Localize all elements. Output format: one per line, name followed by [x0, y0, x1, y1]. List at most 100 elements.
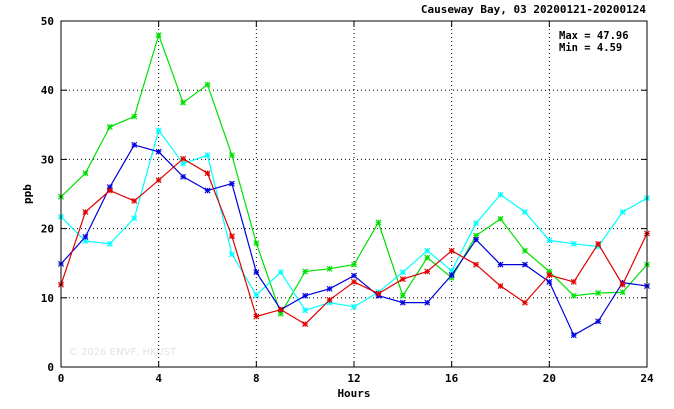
- data-point: [497, 215, 504, 222]
- data-point: [448, 271, 455, 278]
- data-point: [253, 269, 260, 276]
- data-point: [155, 177, 162, 184]
- data-point: [302, 307, 309, 314]
- data-point: [155, 127, 162, 134]
- data-point: [375, 290, 382, 297]
- data-point: [521, 209, 528, 215]
- y-axis-label: ppb: [21, 184, 34, 204]
- data-point: [570, 292, 577, 299]
- y-tick-label: 30: [41, 153, 54, 166]
- data-point: [277, 269, 284, 276]
- data-point: [595, 318, 602, 325]
- data-point: [619, 209, 626, 215]
- max-label: Max = 47.96: [559, 30, 629, 42]
- data-point: [351, 278, 357, 285]
- data-point: [424, 254, 431, 261]
- data-point: [570, 332, 577, 339]
- data-point: [302, 268, 309, 275]
- data-point: [131, 197, 138, 204]
- series-line: [60, 33, 648, 316]
- data-point: [180, 160, 187, 167]
- data-point: [326, 265, 333, 272]
- data-point: [399, 269, 406, 276]
- data-point: [106, 123, 113, 130]
- data-point: [180, 173, 187, 180]
- data-point: [204, 152, 211, 159]
- data-point: [399, 276, 406, 283]
- data-point: [253, 292, 260, 299]
- data-point: [204, 187, 211, 194]
- data-point: [228, 180, 235, 187]
- x-tick-label: 24: [640, 372, 654, 385]
- data-point: [595, 289, 602, 296]
- data-point: [351, 261, 357, 268]
- y-axis-ticks: 0 10 20 30 40 50: [41, 15, 647, 374]
- y-tick-label: 10: [41, 292, 54, 305]
- data-point: [424, 268, 431, 275]
- plot-frame: [60, 20, 648, 368]
- data-point: [228, 233, 235, 240]
- data-point: [302, 292, 309, 299]
- data-point: [131, 141, 138, 148]
- data-point: [180, 99, 187, 106]
- y-tick-label: 0: [47, 361, 54, 374]
- data-point: [131, 113, 138, 120]
- data-point: [546, 278, 553, 285]
- data-point: [82, 209, 89, 215]
- data-point: [399, 299, 406, 306]
- x-tick-label: 16: [445, 372, 459, 385]
- data-point: [497, 283, 504, 290]
- data-point: [204, 170, 211, 177]
- data-point: [595, 240, 602, 247]
- watermark: © 2026 ENVF, HKUST: [68, 347, 177, 358]
- data-point: [375, 219, 382, 226]
- data-point: [619, 281, 626, 288]
- x-axis-ticks: 0 4 8 12 16 20 24: [58, 21, 654, 385]
- x-axis-label: Hours: [337, 387, 370, 400]
- data-point: [473, 236, 480, 243]
- y-tick-label: 20: [41, 223, 54, 236]
- data-point: [424, 247, 431, 254]
- data-point: [521, 247, 528, 254]
- data-point: [399, 292, 406, 299]
- data-point: [155, 32, 162, 39]
- x-tick-label: 8: [253, 372, 260, 385]
- data-point: [106, 187, 113, 194]
- data-point: [570, 240, 577, 247]
- data-point: [82, 170, 89, 177]
- data-point: [180, 155, 187, 162]
- data-point: [570, 278, 577, 285]
- data-point: [424, 299, 431, 306]
- y-tick-label: 40: [41, 84, 54, 97]
- data-point: [253, 240, 260, 247]
- data-point: [253, 313, 260, 320]
- data-point: [546, 271, 553, 278]
- grid: [61, 21, 647, 367]
- data-point: [473, 261, 480, 268]
- data-point: [277, 306, 284, 313]
- data-point: [106, 240, 113, 247]
- data-point: [131, 215, 138, 222]
- x-tick-label: 20: [543, 372, 556, 385]
- data-point: [473, 220, 480, 227]
- data-point: [546, 237, 553, 244]
- data-point: [326, 285, 333, 292]
- data-point: [497, 191, 504, 198]
- data-point: [228, 251, 235, 258]
- data-point: [326, 296, 333, 303]
- data-point: [521, 299, 528, 306]
- x-tick-label: 4: [155, 372, 162, 385]
- data-point: [351, 303, 357, 310]
- chart-title: Causeway Bay, 03 20200121-20200124: [421, 3, 647, 16]
- data-point: [155, 148, 162, 155]
- x-tick-label: 0: [58, 372, 65, 385]
- y-tick-label: 50: [41, 15, 54, 28]
- data-point: [497, 261, 504, 268]
- min-label: Min = 4.59: [559, 42, 622, 54]
- data-point: [619, 289, 626, 296]
- data-point: [521, 261, 528, 268]
- data-point: [204, 81, 211, 88]
- data-point: [228, 152, 235, 159]
- data-point: [351, 272, 357, 279]
